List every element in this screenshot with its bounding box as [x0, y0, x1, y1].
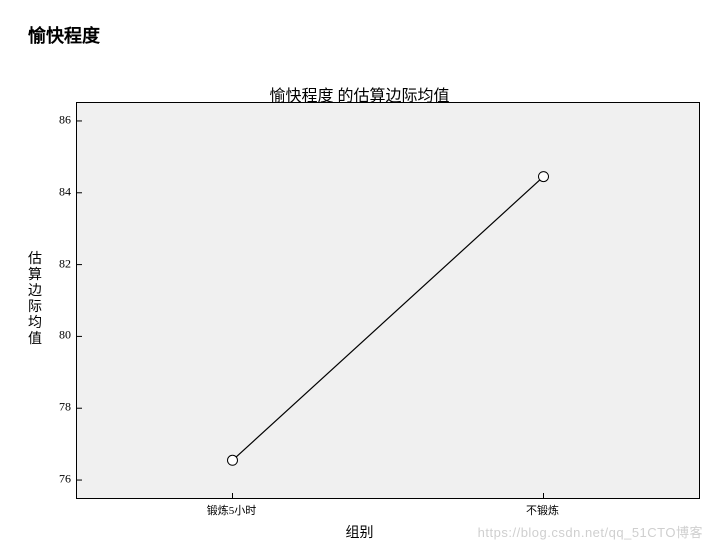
data-point-1 — [539, 172, 549, 182]
y-axis-label: 估算边际均值 — [28, 252, 44, 348]
x-tick-label: 不锻炼 — [526, 502, 559, 518]
y-axis-label-char: 际 — [28, 300, 42, 315]
y-tick-label: 86 — [59, 112, 71, 127]
y-axis-label-char: 算 — [28, 268, 42, 283]
y-axis-label-char: 值 — [28, 332, 42, 347]
page-title: 愉快程度 — [28, 22, 100, 48]
plot-background — [77, 103, 699, 498]
y-axis-label-char: 边 — [28, 284, 42, 299]
y-tick-label: 76 — [59, 472, 71, 487]
y-axis-label-char: 均 — [28, 316, 42, 331]
y-tick-label: 80 — [59, 328, 71, 343]
y-tick-label: 84 — [59, 184, 71, 199]
plot-area — [76, 102, 700, 499]
y-axis-label-char: 估 — [28, 252, 42, 267]
y-tick-label: 78 — [59, 400, 71, 415]
x-tick-label: 锻炼5小时 — [207, 502, 257, 518]
y-tick-label: 82 — [59, 256, 71, 271]
data-point-0 — [228, 455, 238, 465]
watermark: https://blog.csdn.net/qq_51CTO博客 — [478, 522, 703, 541]
